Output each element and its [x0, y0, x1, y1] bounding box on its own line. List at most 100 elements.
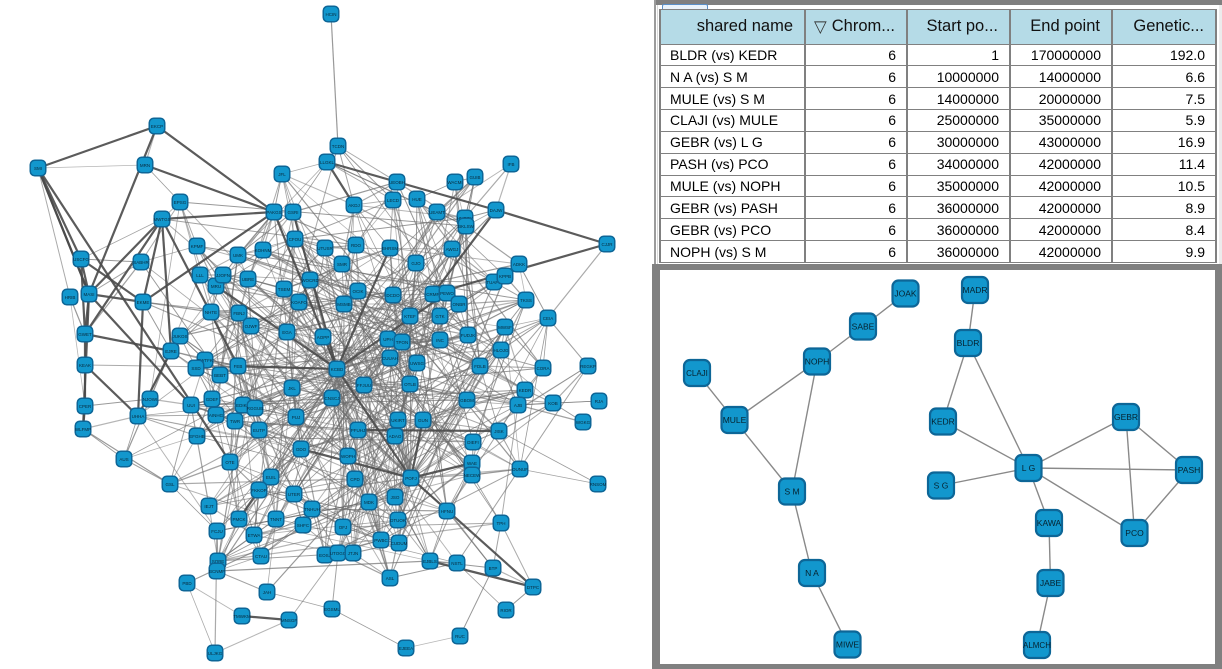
svg-text:L G: L G [1022, 463, 1035, 473]
svg-text:SABE: SABE [852, 322, 875, 332]
svg-text:SABHR: SABHR [133, 260, 149, 265]
svg-text:KEDR: KEDR [931, 417, 955, 427]
svg-text:TWR: TWR [230, 419, 241, 424]
svg-text:EJBLS: EJBLS [423, 559, 437, 564]
svg-text:WAE: WAE [467, 461, 477, 466]
svg-text:KOHNM: KOHNM [255, 248, 272, 253]
svg-text:TCDN: TCDN [332, 144, 345, 149]
svg-text:LLL: LLL [196, 273, 204, 278]
svg-text:TNNT: TNNT [270, 517, 282, 522]
svg-text:TSEM: TSEM [278, 287, 291, 292]
svg-text:MDK: MDK [364, 500, 374, 505]
svg-text:BLDR: BLDR [957, 338, 980, 348]
svg-text:ULJKG: ULJKG [208, 651, 223, 656]
svg-text:OJWF: OJWF [245, 324, 258, 329]
svg-text:KOAFO: KOAFO [291, 300, 307, 305]
svg-text:DCDO: DCDO [386, 293, 400, 298]
svg-text:DTUOK: DTUOK [390, 518, 406, 523]
svg-text:JFL: JFL [278, 172, 286, 177]
svg-text:UWSG: UWSG [410, 361, 424, 366]
svg-text:SHFC: SHFC [297, 523, 310, 528]
svg-text:WOPH: WOPH [341, 454, 355, 459]
svg-text:ADAO: ADAO [389, 434, 402, 439]
svg-text:OUNUF: OUNUF [512, 467, 528, 472]
svg-text:JKL: JKL [288, 386, 296, 391]
svg-text:JOAK: JOAK [894, 289, 917, 299]
svg-text:USCFG: USCFG [73, 257, 89, 262]
svg-text:GWET: GWET [78, 332, 92, 337]
svg-text:EJEEA: EJEEA [399, 646, 413, 651]
svg-text:JSO: JSO [391, 495, 400, 500]
svg-text:OFJ: OFJ [339, 525, 348, 530]
svg-text:S M: S M [784, 487, 799, 497]
svg-text:CEIA: CEIA [543, 316, 554, 321]
svg-text:AWGJ: AWGJ [446, 247, 459, 252]
svg-text:AINHG: AINHG [209, 413, 224, 418]
svg-text:ALMCH: ALMCH [1023, 641, 1051, 650]
svg-text:EFGHB: EFGHB [189, 434, 205, 439]
svg-text:S G: S G [934, 481, 949, 491]
svg-text:SMR: SMR [337, 262, 348, 267]
svg-text:WACMI: WACMI [447, 180, 462, 185]
svg-text:LECD: LECD [387, 198, 400, 203]
svg-text:AUS: AUS [119, 457, 128, 462]
svg-text:GBOM: GBOM [460, 398, 474, 403]
svg-text:UMK: UMK [233, 253, 243, 258]
svg-text:CFOU: CFOU [289, 237, 302, 242]
svg-text:OTE: OTE [225, 460, 234, 465]
svg-text:FEB: FEB [234, 364, 243, 369]
svg-text:CORA: CORA [536, 366, 549, 371]
svg-text:JABE: JABE [1040, 578, 1062, 588]
svg-text:ODO: ODO [296, 447, 307, 452]
svg-text:GEBR: GEBR [1114, 412, 1138, 422]
svg-text:HLOJG: HLOJG [493, 348, 509, 353]
svg-text:GSL: GSL [165, 482, 175, 487]
svg-text:WGKG: WGKG [576, 420, 591, 425]
svg-text:SSD: SSD [191, 366, 201, 371]
svg-text:NJOWI: NJOWI [143, 397, 158, 402]
svg-text:BEBT: BEBT [214, 373, 226, 378]
svg-text:WLFMP: WLFMP [75, 427, 91, 432]
svg-text:ONBR: ONBR [452, 302, 466, 307]
svg-text:PEWO: PEWO [440, 291, 454, 296]
svg-text:KAWA: KAWA [1037, 518, 1062, 528]
svg-text:EPSG: EPSG [174, 200, 187, 205]
svg-text:NSTL: NSTL [451, 561, 463, 566]
svg-text:CTAU: CTAU [255, 554, 267, 559]
svg-text:KEDR: KEDR [519, 388, 532, 393]
svg-text:LLGKL: LLGKL [320, 160, 335, 165]
svg-text:FDLB: FDLB [474, 364, 486, 369]
svg-text:KPPB: KPPB [499, 274, 511, 279]
svg-text:UTOGG: UTOGG [330, 551, 347, 556]
svg-text:FFJUU: FFJUU [357, 383, 371, 388]
svg-text:GDEF: GDEF [206, 397, 219, 402]
svg-text:UUI: UUI [187, 403, 195, 408]
svg-text:CUUAH: CUUAH [382, 356, 398, 361]
svg-text:GTK: GTK [435, 314, 444, 319]
svg-text:EJRE: EJRE [165, 349, 177, 354]
svg-text:FCJU: FCJU [211, 529, 223, 534]
svg-text:JUKOS: JUKOS [172, 334, 187, 339]
svg-text:KOB: KOB [548, 401, 558, 406]
svg-text:MWSF: MWSF [498, 325, 512, 330]
svg-text:JJOFN: JJOFN [216, 273, 230, 278]
svg-text:AJB: AJB [514, 403, 522, 408]
svg-text:BHRSM: BHRSM [382, 246, 399, 251]
svg-text:MIWE: MIWE [836, 640, 859, 650]
svg-text:DTPC: DTPC [527, 585, 540, 590]
svg-text:AOPP: AOPP [317, 335, 330, 340]
svg-text:CJJR: CJJR [602, 242, 614, 247]
svg-text:NOPH: NOPH [805, 357, 830, 367]
svg-text:GUN: GUN [418, 418, 428, 423]
svg-text:EDIKR: EDIKR [236, 403, 251, 408]
svg-text:MWTGS: MWTGS [153, 217, 170, 222]
svg-text:KEAK: KEAK [79, 363, 91, 368]
svg-text:UHHA: UHHA [132, 414, 145, 419]
svg-text:EUIL: EUIL [266, 475, 277, 480]
svg-text:TPH: TPH [497, 521, 506, 526]
svg-text:RJA: RJA [595, 399, 604, 404]
svg-text:REGKP: REGKP [580, 364, 596, 369]
svg-text:KTEF: KTEF [404, 314, 416, 319]
svg-text:UTER: UTER [288, 492, 301, 497]
svg-text:NHTE: NHTE [205, 310, 217, 315]
